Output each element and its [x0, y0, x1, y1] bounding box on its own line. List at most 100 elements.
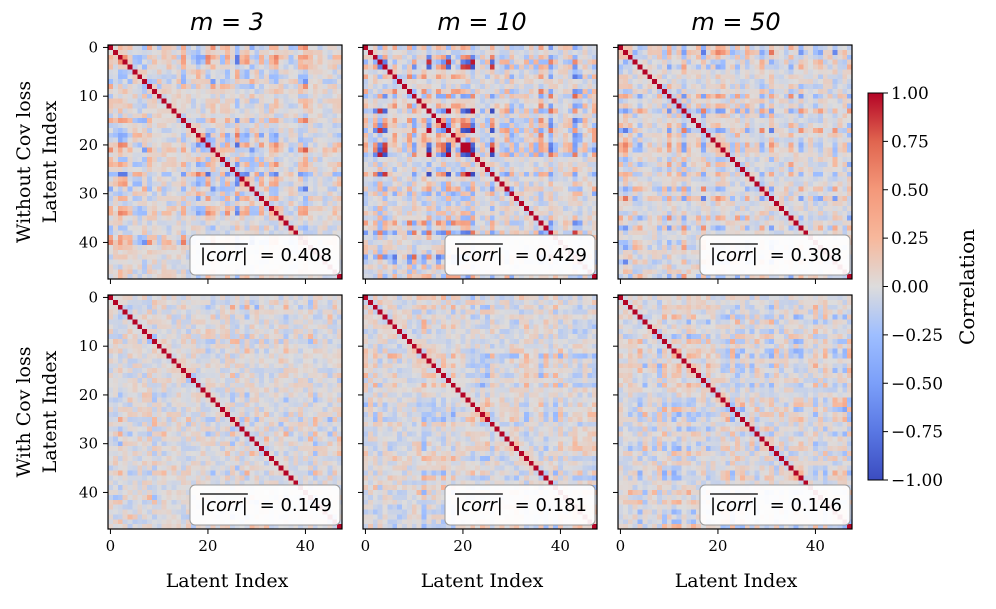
- heatmap-cell: [528, 74, 534, 80]
- heatmap-cell: [572, 157, 578, 163]
- heatmap-cell: [676, 45, 682, 51]
- heatmap-cell: [480, 171, 486, 177]
- heatmap-cell: [142, 244, 148, 251]
- heatmap-cell: [117, 88, 123, 95]
- heatmap-cell: [186, 166, 192, 173]
- heatmap-cell: [312, 54, 318, 60]
- heatmap-cell: [372, 264, 378, 270]
- heatmap-cell: [441, 166, 447, 173]
- heatmap-cell: [249, 137, 255, 143]
- heatmap-cell: [322, 181, 328, 187]
- heatmap-cell: [186, 244, 192, 251]
- heatmap-cell: [317, 220, 323, 226]
- heatmap-cell: [509, 54, 515, 60]
- heatmap-cell: [156, 240, 162, 246]
- heatmap-cell: [303, 108, 309, 114]
- heatmap-cell: [220, 113, 226, 119]
- heatmap-cell: [533, 93, 539, 99]
- heatmap-cell: [426, 274, 432, 280]
- heatmap-cell: [406, 64, 413, 70]
- heatmap-cell: [480, 103, 486, 109]
- heatmap-cell: [215, 205, 221, 212]
- heatmap-cell: [523, 196, 530, 202]
- heatmap-cell: [436, 127, 442, 134]
- heatmap-cell: [543, 157, 549, 163]
- heatmap-cell: [317, 191, 323, 197]
- heatmap-cell: [577, 225, 583, 231]
- heatmap-cell: [402, 162, 408, 168]
- heatmap-cell: [465, 88, 471, 95]
- heatmap-cell: [363, 45, 369, 51]
- heatmap-cell: [587, 171, 593, 177]
- heatmap-cell: [108, 230, 114, 236]
- heatmap-cell: [460, 162, 466, 168]
- heatmap-cell: [377, 210, 383, 216]
- heatmap-cell: [494, 123, 500, 129]
- heatmap-cells: [618, 45, 853, 280]
- heatmap-cell: [132, 196, 138, 202]
- heatmap-cell: [406, 254, 413, 260]
- heatmap-cell: [190, 113, 197, 119]
- heatmap-cell: [332, 93, 338, 99]
- heatmap-cell: [259, 137, 265, 143]
- heatmap-cell: [397, 93, 403, 99]
- heatmap-cell: [171, 244, 177, 251]
- heatmap-cell: [567, 118, 573, 124]
- heatmap-cell: [151, 54, 158, 60]
- heatmap-cell: [200, 118, 206, 124]
- heatmap-cell: [553, 137, 559, 143]
- heatmap-cell: [215, 45, 221, 51]
- heatmap-cell: [244, 196, 250, 202]
- heatmap-cell: [259, 127, 265, 134]
- heatmap-cell: [445, 54, 452, 60]
- heatmap-cell: [176, 274, 182, 280]
- heatmap-cell: [426, 98, 432, 104]
- heatmap-cell: [372, 59, 378, 65]
- heatmap-cell: [225, 274, 231, 280]
- heatmap-cell: [117, 142, 123, 148]
- heatmap-cell: [367, 201, 374, 207]
- heatmap-cell: [700, 64, 707, 70]
- heatmap-cell: [200, 137, 206, 143]
- heatmap-cell: [283, 147, 289, 153]
- heatmap-cell: [558, 69, 564, 75]
- heatmap-cell: [587, 74, 593, 80]
- heatmap-cell: [225, 123, 231, 129]
- heatmap-cell: [519, 113, 525, 119]
- heatmap-cell: [504, 132, 510, 138]
- heatmap-cell: [210, 69, 216, 75]
- heatmap-cell: [411, 142, 417, 148]
- heatmap-cell: [572, 103, 578, 109]
- heatmap-cell: [332, 142, 338, 148]
- heatmap-cell: [470, 103, 476, 109]
- heatmap-cell: [337, 108, 343, 114]
- heatmap-cell: [783, 49, 789, 56]
- heatmap-cell: [176, 254, 182, 260]
- heatmap-cell: [445, 49, 452, 56]
- heatmap-cell: [426, 210, 432, 216]
- heatmap-cell: [186, 181, 192, 187]
- heatmap-cell: [421, 98, 427, 104]
- heatmap-cell: [317, 274, 323, 280]
- heatmap-cell: [147, 191, 153, 197]
- heatmap-cell: [112, 215, 119, 221]
- heatmap-cell: [528, 215, 534, 221]
- heatmap-cell: [176, 84, 182, 90]
- heatmap-cell: [254, 45, 260, 51]
- heatmap-cell: [322, 205, 328, 212]
- heatmap-cell: [681, 54, 687, 60]
- heatmap-cell: [372, 147, 378, 153]
- heatmap-cell: [337, 45, 343, 51]
- heatmap-cell: [147, 118, 153, 124]
- heatmap-cell: [195, 123, 201, 129]
- heatmap-cell: [317, 93, 323, 99]
- heatmap-cell: [582, 201, 588, 207]
- heatmap-cell: [696, 59, 702, 65]
- heatmap-cell: [426, 137, 432, 143]
- heatmap-cell: [543, 176, 549, 182]
- heatmap-cell: [259, 181, 265, 187]
- heatmap-cell: [387, 244, 393, 251]
- heatmap-cell: [817, 54, 824, 60]
- heatmap-cell: [112, 45, 119, 51]
- heatmap-cell: [392, 103, 398, 109]
